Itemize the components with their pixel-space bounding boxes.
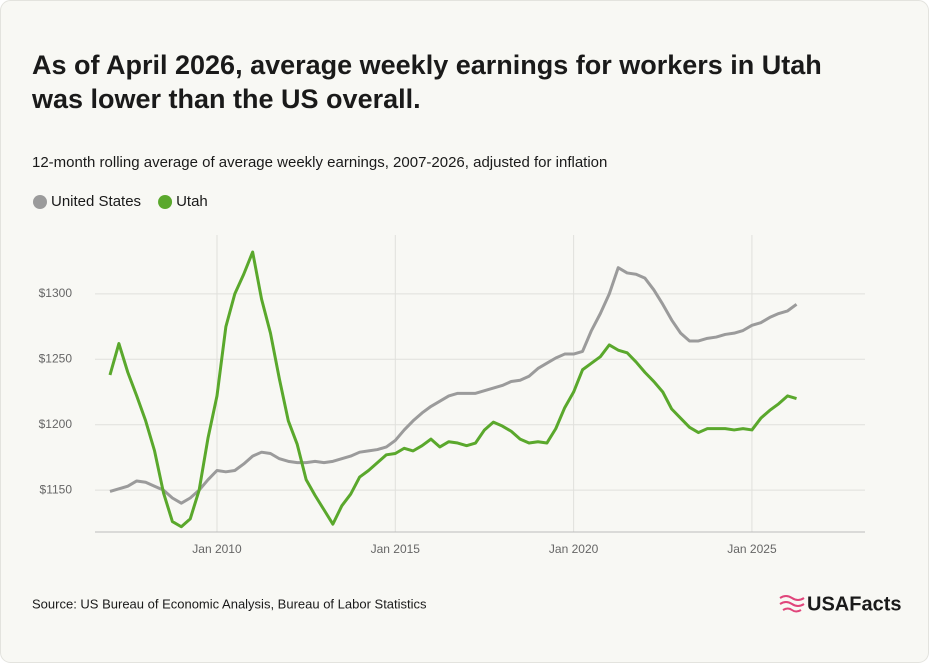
y-tick-label: $1150 — [40, 482, 73, 496]
y-tick-label: $1200 — [39, 417, 73, 431]
legend-label: Utah — [176, 193, 208, 210]
source: Source: US Bureau of Economic Analysis, … — [32, 596, 427, 611]
chart-subtitle: 12-month rolling average of average week… — [32, 154, 607, 171]
legend-label: United States — [51, 193, 141, 210]
logo: USAFacts — [807, 593, 901, 615]
series-line — [108, 250, 797, 529]
y-tick-label: $1250 — [39, 351, 73, 365]
legend-marker — [158, 195, 173, 209]
series-line — [109, 266, 798, 505]
x-tick-label: Jan 2025 — [727, 542, 777, 556]
y-tick-label: $1300 — [39, 286, 73, 300]
legend-marker — [33, 195, 47, 209]
chart-title: As of April 2026, average weekly earning… — [31, 50, 822, 114]
x-tick-label: Jan 2020 — [549, 542, 599, 556]
x-tick-label: Jan 2010 — [192, 542, 242, 556]
x-tick-label: Jan 2015 — [371, 542, 421, 556]
logo-icon — [779, 595, 805, 613]
